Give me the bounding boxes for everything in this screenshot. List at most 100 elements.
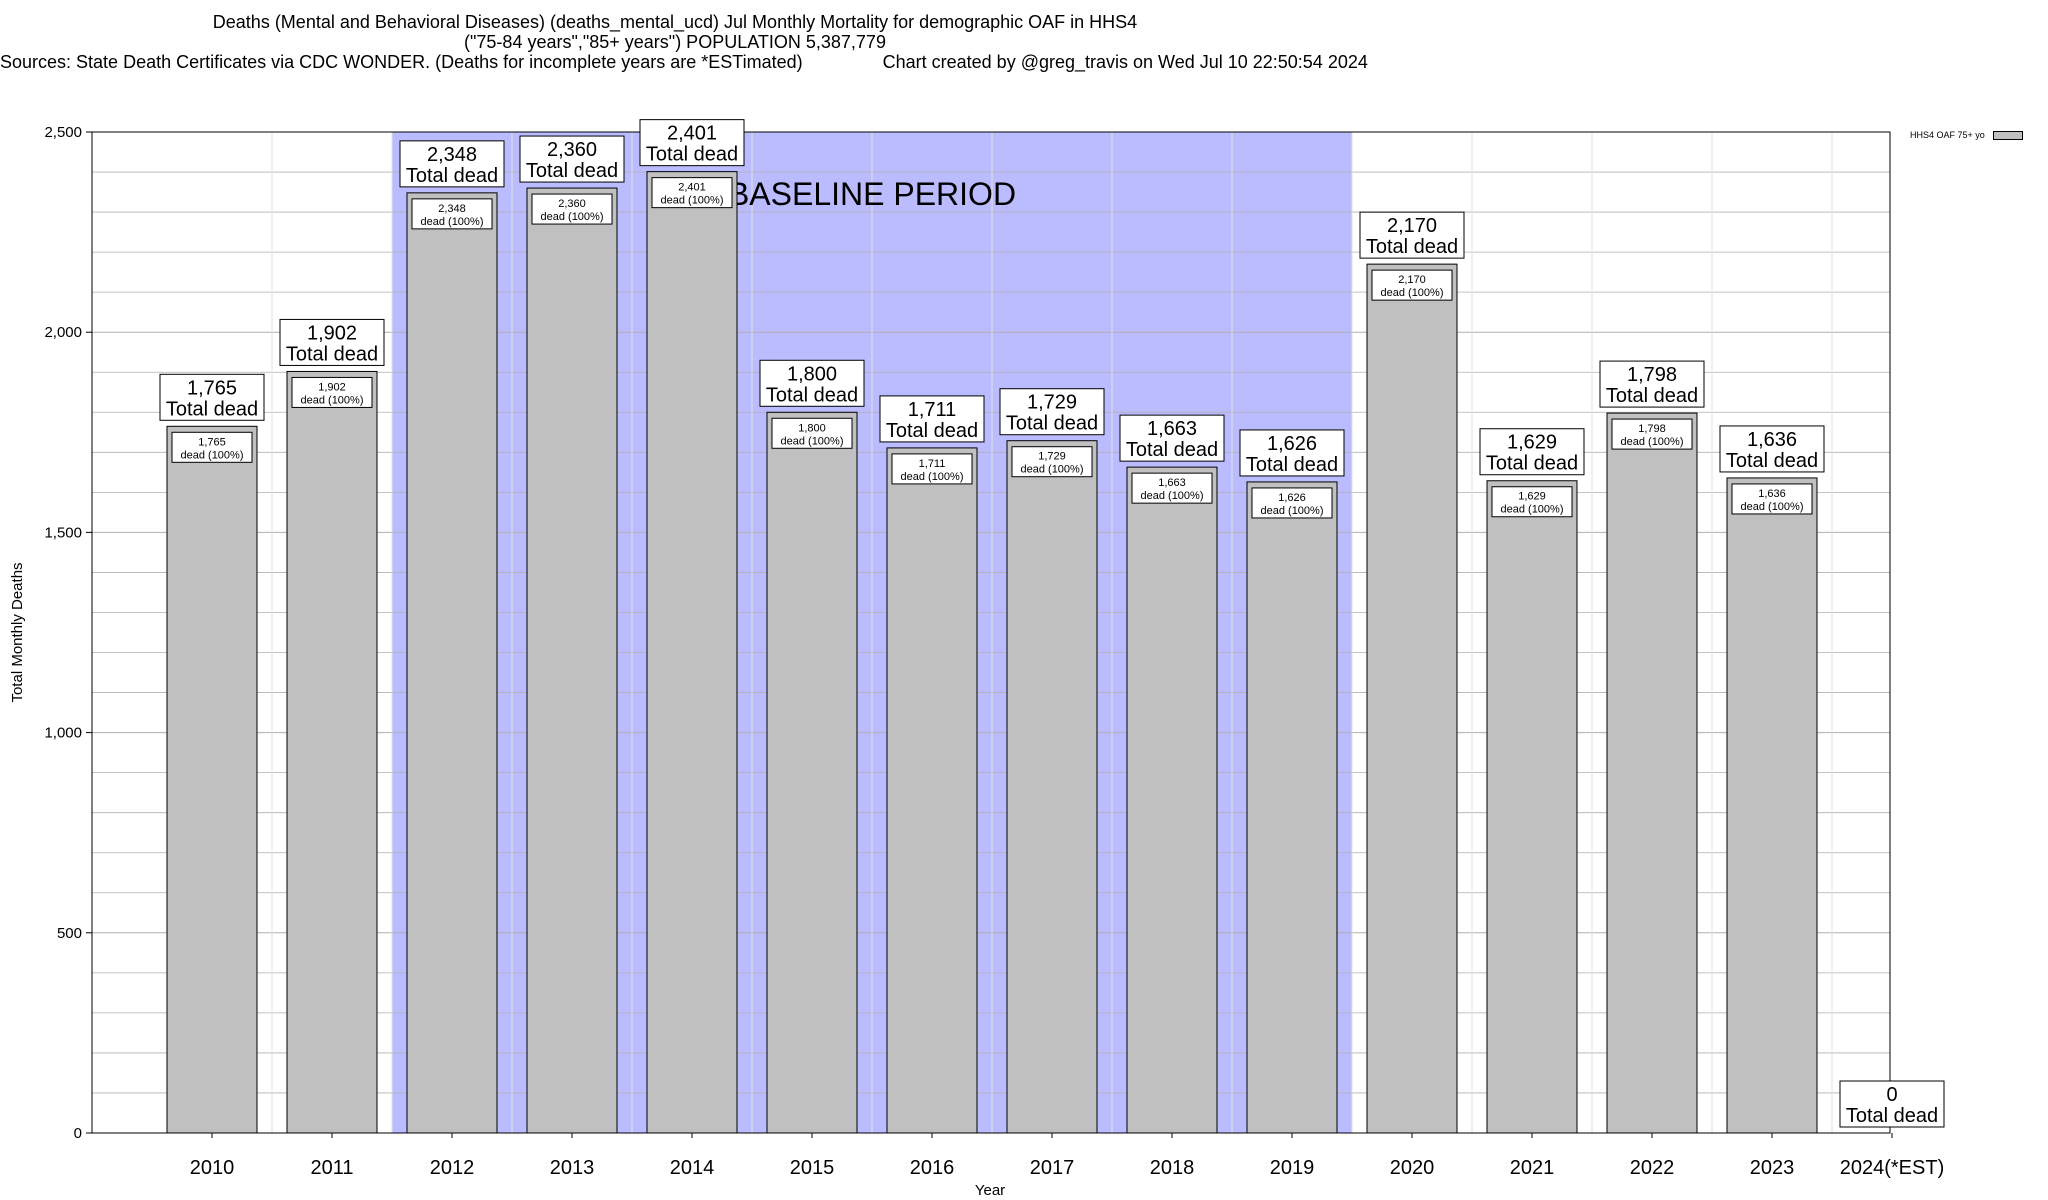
inner-label-box <box>291 376 373 408</box>
inner-label-box <box>1251 487 1333 519</box>
inner-value-label: 1,902 <box>318 381 346 393</box>
inner-label-box <box>1011 446 1093 478</box>
y-axis-label: Total Monthly Deaths <box>9 562 26 702</box>
total-label-box <box>1119 414 1225 462</box>
total-value-label: 0 <box>1886 1084 1897 1106</box>
total-dead-label: Total dead <box>1846 1105 1938 1127</box>
x-tick-label: 2010 <box>190 1157 235 1179</box>
total-dead-label: Total dead <box>646 144 738 166</box>
bar-2021 <box>1486 480 1578 1134</box>
x-tick-label: 2019 <box>1270 1157 1315 1179</box>
total-label-box <box>1239 429 1345 477</box>
bar-2018 <box>1126 466 1218 1134</box>
inner-pct-label: dead (100%) <box>301 394 364 406</box>
x-tick-label: 2023 <box>1750 1157 1795 1179</box>
inner-value-label: 1,798 <box>1638 423 1666 435</box>
inner-pct-label: dead (100%) <box>421 216 484 228</box>
y-tick-label: 2,500 <box>44 124 82 141</box>
total-value-label: 1,729 <box>1027 392 1077 414</box>
baseline-period-region <box>392 132 1352 1133</box>
total-value-label: 2,401 <box>667 123 717 145</box>
inner-label-box <box>771 417 853 449</box>
credit-text: Chart created by @greg_travis on Wed Jul… <box>882 52 1368 72</box>
inner-pct-label: dead (100%) <box>1741 501 1804 513</box>
y-tick-label: 500 <box>57 925 82 942</box>
inner-pct-label: dead (100%) <box>1501 504 1564 516</box>
total-dead-label: Total dead <box>1726 450 1818 472</box>
chart-title-line1: Deaths (Mental and Behavioral Diseases) … <box>212 12 1138 32</box>
x-axis-label: Year <box>975 1182 1005 1199</box>
bar-2022 <box>1606 412 1698 1134</box>
inner-label-box <box>1611 418 1693 450</box>
total-value-label: 2,360 <box>547 139 597 161</box>
x-tick-label: 2017 <box>1030 1157 1075 1179</box>
sources-text: Sources: State Death Certificates via CD… <box>0 52 803 72</box>
inner-label-box <box>1131 472 1213 504</box>
inner-label-box <box>1491 486 1573 518</box>
total-label-box <box>1479 428 1585 476</box>
y-tick-label: 0 <box>74 1125 82 1142</box>
inner-label-box <box>1371 269 1453 301</box>
total-label-box <box>759 359 865 407</box>
bar-2020 <box>1366 263 1458 1134</box>
inner-value-label: 1,636 <box>1758 488 1786 500</box>
x-tick-label: 2024(*EST) <box>1840 1157 1945 1179</box>
inner-value-label: 1,629 <box>1518 491 1546 503</box>
inner-pct-label: dead (100%) <box>901 471 964 483</box>
bar-2016 <box>886 447 978 1134</box>
bar-2017 <box>1006 440 1098 1134</box>
legend: HHS4 OAF 75+ yo <box>1910 130 2023 140</box>
inner-value-label: 2,348 <box>438 203 466 215</box>
inner-value-label: 1,711 <box>919 458 946 470</box>
total-dead-label: Total dead <box>526 160 618 182</box>
total-value-label: 1,626 <box>1267 433 1317 455</box>
total-dead-label: Total dead <box>166 398 258 420</box>
inner-pct-label: dead (100%) <box>781 435 844 447</box>
bar-2011 <box>286 370 378 1134</box>
plot-frame <box>91 131 1891 1134</box>
inner-label-box <box>411 198 493 230</box>
total-dead-label: Total dead <box>1126 439 1218 461</box>
bar-2015 <box>766 411 858 1134</box>
bar-2023 <box>1726 477 1818 1134</box>
inner-label-box <box>1731 483 1813 515</box>
total-value-label: 2,348 <box>427 144 477 166</box>
total-dead-label: Total dead <box>886 420 978 442</box>
total-value-label: 1,663 <box>1147 418 1197 440</box>
inner-label-box <box>651 177 733 209</box>
inner-pct-label: dead (100%) <box>661 195 724 207</box>
total-value-label: 1,636 <box>1747 429 1797 451</box>
inner-value-label: 1,663 <box>1158 477 1186 489</box>
x-tick-label: 2021 <box>1510 1157 1555 1179</box>
x-tick-label: 2013 <box>550 1157 595 1179</box>
chart-title-line3: Sources: State Death Certificates via CD… <box>0 52 1368 72</box>
total-dead-label: Total dead <box>286 343 378 365</box>
inner-value-label: 1,729 <box>1038 451 1066 463</box>
total-value-label: 1,629 <box>1507 432 1557 454</box>
x-tick-label: 2015 <box>790 1157 835 1179</box>
total-label-box <box>1359 211 1465 259</box>
total-value-label: 1,765 <box>187 377 237 399</box>
bar-2012 <box>406 192 498 1134</box>
inner-value-label: 1,800 <box>798 422 826 434</box>
inner-pct-label: dead (100%) <box>1141 490 1204 502</box>
total-dead-label: Total dead <box>1606 385 1698 407</box>
inner-value-label: 1,626 <box>1278 492 1306 504</box>
total-value-label: 1,800 <box>787 363 837 385</box>
total-label-box <box>999 388 1105 436</box>
total-dead-label: Total dead <box>1246 454 1338 476</box>
x-tick-label: 2018 <box>1150 1157 1195 1179</box>
bar-2013 <box>526 187 618 1134</box>
x-tick-label: 2012 <box>430 1157 475 1179</box>
total-label-box <box>159 373 265 421</box>
inner-pct-label: dead (100%) <box>1021 464 1084 476</box>
inner-value-label: 2,360 <box>558 198 586 210</box>
y-tick-label: 1,500 <box>44 524 82 541</box>
bar-2010 <box>166 425 258 1134</box>
total-dead-label: Total dead <box>1486 453 1578 475</box>
total-label-box <box>399 140 505 188</box>
total-label-box <box>639 119 745 167</box>
chart-title-block: Deaths (Mental and Behavioral Diseases) … <box>0 12 1368 72</box>
x-tick-label: 2011 <box>310 1157 353 1179</box>
legend-label: HHS4 OAF 75+ yo <box>1910 130 1985 140</box>
